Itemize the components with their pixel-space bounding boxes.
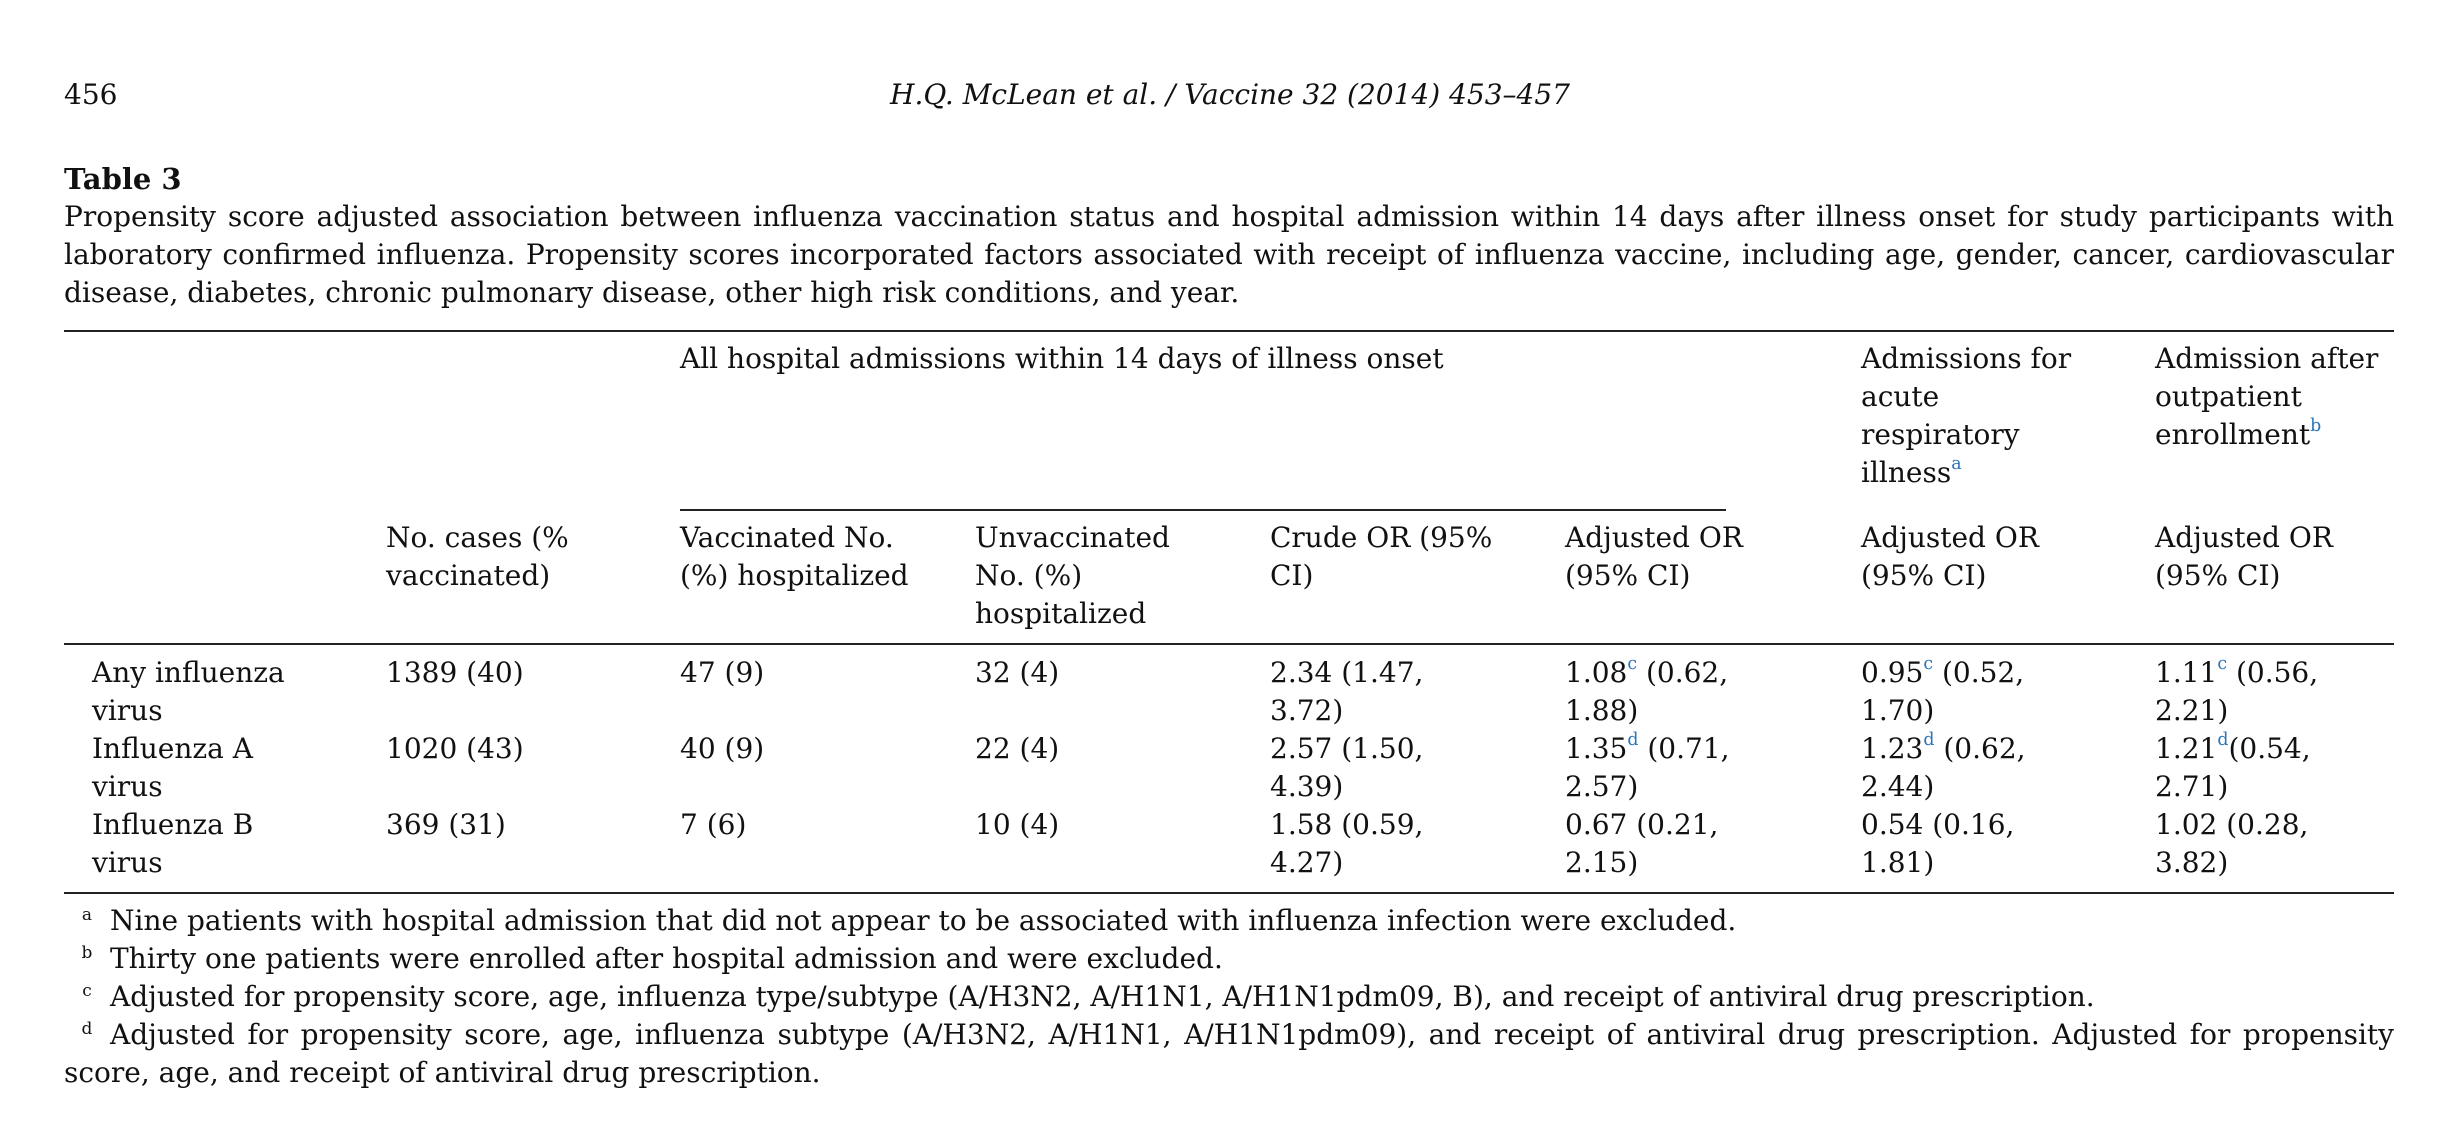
or-value: 1.02 (0.28, 3.82) — [2155, 808, 2309, 879]
footnote-c: c Adjusted for propensity score, age, inf… — [82, 980, 2095, 1013]
cell-adjusted-or-outpatient: 1.11c (0.56, 2.21) — [2155, 654, 2335, 730]
table-top-rule — [64, 330, 2394, 332]
group-header-outpatient-text: Admission after outpatient enrollment — [2155, 342, 2379, 451]
col-header-vaccinated: Vaccinated No. (%) hospitalized — [680, 521, 909, 592]
cell-crude-or: 2.34 (1.47, 3.72) — [1270, 656, 1424, 727]
or-value: 0.95 — [1861, 656, 1924, 689]
footnote-a: a Nine patients with hospital admission t… — [81, 904, 1737, 937]
footnote-text: Adjusted for propensity score, age, infl… — [64, 1018, 2394, 1089]
col-header-adjusted-or-outpatient: Adjusted OR (95% CI) — [2155, 521, 2333, 592]
or-ci: (0.54, 2.71) — [2155, 732, 2311, 803]
footnote-b: b Thirty one patients were enrolled after… — [81, 942, 1223, 975]
footnote-mark-c: c — [2217, 654, 2228, 675]
cell-cases: 369 (31) — [386, 808, 506, 841]
footnote-d: d Adjusted for propensity score, age, inf… — [64, 1018, 2394, 1089]
row-label: Influenza A virus — [92, 732, 253, 803]
or-ci: (0.62, 2.44) — [1861, 732, 2026, 803]
cell-unvaccinated: 10 (4) — [975, 808, 1060, 841]
footnote-mark-c: c — [1923, 654, 1934, 675]
cell-adjusted-or-ari: 1.23d (0.62, 2.44) — [1861, 730, 2041, 806]
col-header-crude-or: Crude OR (95% CI) — [1270, 521, 1493, 592]
page-number: 456 — [64, 78, 118, 111]
cell-crude-or: 1.58 (0.59, 4.27) — [1270, 808, 1424, 879]
cell-adjusted-or-all: 1.35d (0.71, 2.57) — [1565, 730, 1745, 806]
footnote-text: Thirty one patients were enrolled after … — [110, 942, 1223, 975]
footnote-mark-c: c — [1627, 654, 1638, 675]
cell-adjusted-or-ari: 0.95c (0.52, 1.70) — [1861, 654, 2041, 730]
cell-cases: 1389 (40) — [386, 656, 524, 689]
cell-crude-or: 2.57 (1.50, 4.39) — [1270, 732, 1424, 803]
or-value: 1.08 — [1565, 656, 1628, 689]
or-ci: (0.71, 2.57) — [1565, 732, 1730, 803]
footnote-mark-d: d — [1627, 730, 1639, 751]
footnote-mark-a: a — [1951, 454, 1962, 475]
or-value: 0.54 (0.16, 1.81) — [1861, 808, 2015, 879]
footnote-mark-d: d — [1923, 730, 1935, 751]
footnote-mark-b: b — [2310, 416, 2322, 437]
table-label: Table 3 — [64, 162, 182, 196]
cell-vaccinated: 7 (6) — [680, 808, 747, 841]
cell-adjusted-or-outpatient: 1.02 (0.28, 3.82) — [2155, 806, 2335, 882]
cell-vaccinated: 47 (9) — [680, 656, 765, 689]
or-ci: (0.52, 1.70) — [1861, 656, 2025, 727]
cell-unvaccinated: 22 (4) — [975, 732, 1060, 765]
cell-adjusted-or-ari: 0.54 (0.16, 1.81) — [1861, 806, 2041, 882]
table-caption: Propensity score adjusted association be… — [64, 200, 2394, 309]
group-header-all-admissions: All hospital admissions within 14 days o… — [680, 342, 1444, 375]
row-label: Any influenza virus — [92, 656, 285, 727]
table-bottom-rule — [64, 892, 2394, 894]
cell-adjusted-or-all: 0.67 (0.21, 2.15) — [1565, 806, 1745, 882]
or-value: 1.35 — [1565, 732, 1628, 765]
or-value: 1.23 — [1861, 732, 1924, 765]
running-head: H.Q. McLean et al. / Vaccine 32 (2014) 4… — [890, 78, 1570, 111]
or-value: 1.21 — [2155, 732, 2218, 765]
or-ci: (0.56, 2.21) — [2155, 656, 2319, 727]
group-header-outpatient: Admission after outpatient enrollmentb — [2155, 340, 2395, 454]
footnote-text: Adjusted for propensity score, age, infl… — [110, 980, 2095, 1013]
cell-cases: 1020 (43) — [386, 732, 524, 765]
cell-unvaccinated: 32 (4) — [975, 656, 1060, 689]
group-header-acute-respiratory: Admissions for acute respiratory illness… — [1861, 340, 2091, 492]
col-header-unvaccinated: Unvaccinated No. (%) hospitalized — [975, 521, 1170, 630]
col-header-adjusted-or-all: Adjusted OR (95% CI) — [1565, 521, 1743, 592]
footnote-mark-d: d — [2217, 730, 2229, 751]
row-label: Influenza B virus — [92, 808, 254, 879]
footnote-text: Nine patients with hospital admission th… — [110, 904, 1737, 937]
cell-vaccinated: 40 (9) — [680, 732, 765, 765]
or-value: 1.11 — [2155, 656, 2218, 689]
or-ci: (0.62, 1.88) — [1565, 656, 1729, 727]
group-header-acute-respiratory-text: Admissions for acute respiratory illness — [1861, 342, 2072, 489]
table-header-rule — [64, 643, 2394, 645]
cell-adjusted-or-all: 1.08c (0.62, 1.88) — [1565, 654, 1745, 730]
spanner-rule — [680, 509, 1726, 511]
col-header-adjusted-or-ari: Adjusted OR (95% CI) — [1861, 521, 2039, 592]
cell-adjusted-or-outpatient: 1.21d(0.54, 2.71) — [2155, 730, 2335, 806]
col-header-cases: No. cases (% vaccinated) — [386, 521, 569, 592]
or-value: 0.67 (0.21, 2.15) — [1565, 808, 1719, 879]
